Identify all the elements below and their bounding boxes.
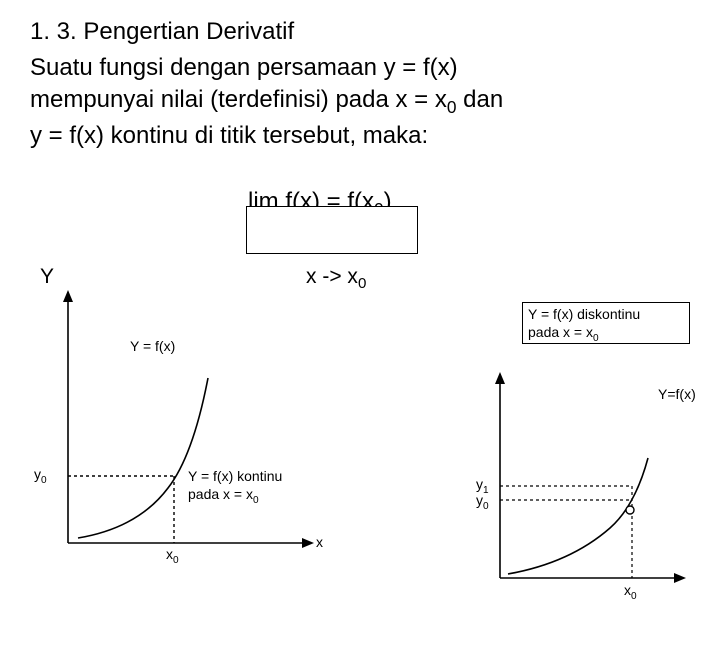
y-axis-label: Y: [40, 265, 54, 289]
left-annotation: Y = f(x) kontinu pada x = x0: [188, 468, 282, 507]
left-y-arrow: [63, 290, 73, 302]
right-graph: Y = f(x) diskontinu pada x = x0 Y=f(x) y…: [470, 298, 710, 608]
left-x0-sub: 0: [173, 555, 179, 566]
left-graph: y0 x0 x Y = f(x) Y = f(x) kontinu pada x…: [48, 288, 348, 578]
right-y1-pre: y: [476, 476, 483, 492]
right-y0-pre: y: [476, 492, 483, 508]
left-x0-label: x0: [166, 546, 179, 566]
right-hole: [626, 506, 634, 514]
left-x0-pre: x: [166, 546, 173, 562]
right-x0-label: x0: [624, 582, 637, 602]
left-y0-label: y0: [34, 466, 47, 486]
para-line-2b: dan: [456, 86, 503, 113]
right-y0-label: y0: [476, 492, 489, 512]
left-curve: [78, 378, 208, 538]
paragraph: Suatu fungsi dengan persamaan y = f(x) m…: [30, 52, 690, 152]
left-y0-pre: y: [34, 466, 41, 482]
blank-box: [246, 206, 418, 254]
left-ann-1: Y = f(x) kontinu: [188, 468, 282, 484]
para-line-3: y = f(x) kontinu di titik tersebut, maka…: [30, 122, 428, 149]
right-x0-pre: x: [624, 582, 631, 598]
right-curve: [508, 458, 648, 574]
left-y0-sub: 0: [41, 475, 47, 486]
left-graph-svg: [48, 288, 348, 578]
left-ann-2-sub: 0: [253, 494, 259, 505]
section-title: 1. 3. Pengertian Derivatif: [30, 18, 294, 46]
right-x-arrow: [674, 573, 686, 583]
right-y-arrow: [495, 372, 505, 384]
left-x-axis-label: x: [316, 534, 323, 550]
left-x-arrow: [302, 538, 314, 548]
para-line-2a: mempunyai nilai (terdefinisi) pada x = x: [30, 86, 447, 113]
para-line-1: Suatu fungsi dengan persamaan y = f(x): [30, 54, 458, 81]
right-graph-svg: [470, 298, 710, 608]
left-curve-label: Y = f(x): [130, 338, 175, 354]
xtox0-sub: 0: [358, 275, 366, 292]
right-y0-sub: 0: [483, 501, 489, 512]
xtox0-pre: x -> x: [306, 265, 358, 288]
right-yfx-label: Y=f(x): [658, 386, 696, 402]
left-ann-2-pre: pada x = x: [188, 486, 253, 502]
right-x0-sub: 0: [631, 591, 637, 602]
